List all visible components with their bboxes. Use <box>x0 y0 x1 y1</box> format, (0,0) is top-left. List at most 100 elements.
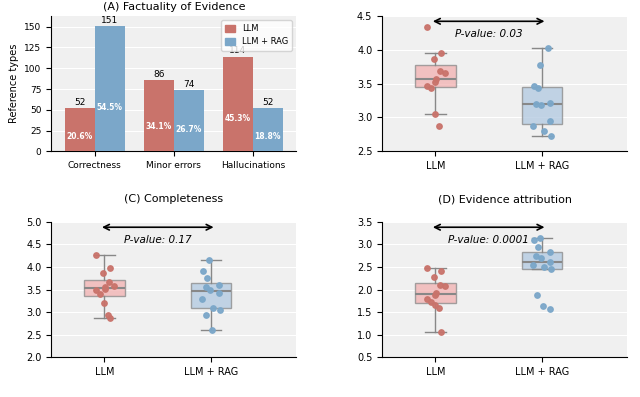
Y-axis label: Reference types: Reference types <box>9 44 19 123</box>
Text: 18.8%: 18.8% <box>255 132 281 141</box>
Point <box>440 283 450 289</box>
Point <box>532 243 543 250</box>
Point <box>214 307 225 313</box>
Point <box>435 282 445 288</box>
Point <box>105 265 115 271</box>
Point <box>435 67 445 74</box>
Point <box>529 83 539 89</box>
Point <box>103 312 113 318</box>
Point <box>422 24 433 31</box>
Bar <box>144 80 173 151</box>
Point <box>536 255 546 261</box>
Legend: LLM, LLM + RAG: LLM, LLM + RAG <box>221 20 292 50</box>
Point <box>100 284 110 291</box>
Point <box>198 268 208 274</box>
Point <box>426 299 436 305</box>
Point <box>545 306 555 312</box>
Point <box>430 292 440 299</box>
Point <box>545 259 556 266</box>
Point <box>430 79 440 85</box>
Text: 114: 114 <box>229 46 246 55</box>
Point <box>99 300 109 306</box>
Point <box>98 270 108 276</box>
Point <box>545 249 555 255</box>
Text: 52: 52 <box>74 98 85 107</box>
Point <box>214 282 224 288</box>
Point <box>207 327 217 333</box>
Point <box>422 295 432 302</box>
Point <box>528 262 538 268</box>
Bar <box>223 57 253 151</box>
Text: 74: 74 <box>183 80 195 89</box>
Point <box>109 283 119 289</box>
Point <box>430 302 440 308</box>
Text: 151: 151 <box>101 15 118 25</box>
Point <box>104 279 114 285</box>
Point <box>422 83 432 89</box>
Point <box>429 56 439 62</box>
Point <box>99 285 109 292</box>
Point <box>436 50 446 56</box>
Point <box>532 292 542 298</box>
Point <box>91 286 101 293</box>
Text: 20.6%: 20.6% <box>67 132 93 141</box>
Text: 86: 86 <box>153 69 164 79</box>
Point <box>539 128 549 134</box>
Point <box>426 85 436 92</box>
Text: P-value: 0.0001: P-value: 0.0001 <box>448 235 529 245</box>
Point <box>214 289 225 296</box>
Title: (D) Evidence attribution: (D) Evidence attribution <box>438 195 572 204</box>
Title: (A) Factuality of Evidence: (A) Factuality of Evidence <box>102 2 245 12</box>
PathPatch shape <box>191 283 231 308</box>
Text: 52: 52 <box>262 98 273 107</box>
Point <box>440 70 450 77</box>
Bar <box>173 90 204 151</box>
PathPatch shape <box>415 65 456 87</box>
Point <box>200 284 211 291</box>
Point <box>201 312 211 318</box>
Point <box>204 257 214 263</box>
Point <box>431 76 441 82</box>
Point <box>436 268 446 275</box>
Text: 26.7%: 26.7% <box>175 125 202 134</box>
Point <box>528 123 538 129</box>
Point <box>529 237 539 243</box>
Point <box>545 99 555 106</box>
Point <box>92 252 102 258</box>
Point <box>422 265 433 272</box>
Point <box>208 304 218 311</box>
Text: 45.3%: 45.3% <box>225 114 251 123</box>
Point <box>539 264 549 270</box>
Point <box>197 295 207 302</box>
Text: 54.5%: 54.5% <box>97 103 123 112</box>
Text: P-value: 0.03: P-value: 0.03 <box>455 29 522 39</box>
Point <box>531 101 541 107</box>
Point <box>434 304 444 311</box>
Point <box>532 85 543 92</box>
Point <box>434 123 444 129</box>
Point <box>545 266 556 272</box>
Point <box>431 289 441 296</box>
Point <box>531 252 541 259</box>
Point <box>534 235 545 241</box>
Bar <box>253 108 283 151</box>
Point <box>202 275 212 281</box>
Bar <box>65 108 95 151</box>
Point <box>95 291 105 297</box>
Point <box>536 102 546 108</box>
Point <box>436 329 446 335</box>
Bar <box>95 26 125 151</box>
Point <box>429 274 439 281</box>
Point <box>543 45 553 52</box>
PathPatch shape <box>522 87 562 123</box>
PathPatch shape <box>84 279 125 296</box>
Text: 34.1%: 34.1% <box>146 122 172 131</box>
PathPatch shape <box>522 252 562 269</box>
Point <box>538 303 548 309</box>
PathPatch shape <box>415 283 456 303</box>
Point <box>205 286 215 293</box>
Point <box>105 315 115 321</box>
Point <box>545 118 556 124</box>
Point <box>534 62 545 69</box>
Point <box>430 111 440 117</box>
